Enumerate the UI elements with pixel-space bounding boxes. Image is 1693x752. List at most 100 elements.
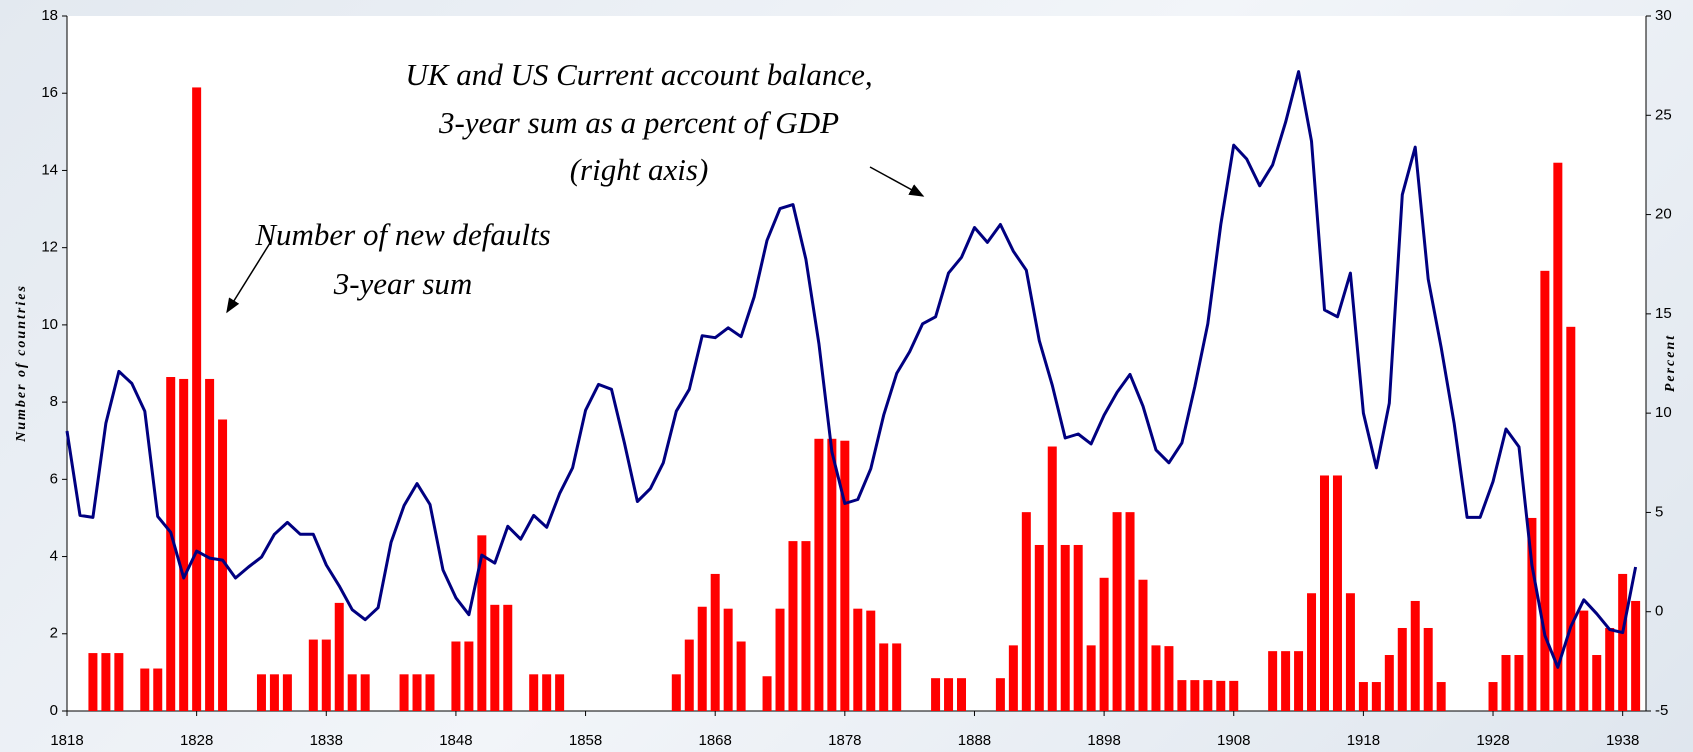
x-tick-label: 1898: [1087, 732, 1120, 749]
bar: [140, 668, 150, 711]
bar: [1138, 579, 1148, 711]
bar: [1216, 680, 1226, 711]
bar: [1540, 270, 1550, 711]
bar: [827, 438, 837, 711]
bar: [1021, 512, 1031, 711]
x-tick-label: 1918: [1347, 732, 1380, 749]
y2-tick-label: 25: [1655, 106, 1672, 123]
bar: [1592, 655, 1602, 711]
bar: [529, 674, 539, 711]
bar: [1203, 680, 1213, 711]
bar: [412, 674, 422, 711]
line: [65, 70, 1638, 669]
bar: [153, 668, 163, 711]
bar: [1332, 475, 1342, 711]
x-tick-label: 1908: [1217, 732, 1250, 749]
bar: [1618, 573, 1628, 711]
bar: [1397, 627, 1407, 711]
bar: [684, 639, 694, 711]
x-tick-label: 1838: [310, 732, 343, 749]
arrow: [869, 166, 925, 197]
bar: [1125, 512, 1135, 711]
bar: [1047, 446, 1057, 711]
bar: [1553, 162, 1563, 711]
bar: [1190, 680, 1200, 711]
bar: [1034, 544, 1044, 711]
bar: [801, 541, 811, 711]
bar: [347, 674, 357, 711]
bar: [1384, 655, 1394, 711]
x-tick-label: 1868: [699, 732, 732, 749]
bar: [399, 674, 409, 711]
y-tick-label: 12: [41, 239, 58, 256]
y-tick-label: 16: [41, 84, 58, 101]
y-tick-label: 14: [41, 161, 58, 178]
y2-tick-label: 0: [1655, 603, 1663, 620]
bar: [477, 535, 487, 711]
bar: [840, 440, 850, 711]
bar: [723, 608, 733, 711]
bar: [1294, 651, 1304, 711]
bar: [464, 641, 474, 711]
bar: [1229, 680, 1239, 711]
x-tick-label: 1818: [50, 732, 83, 749]
bar: [1177, 680, 1187, 711]
bar: [1631, 600, 1641, 711]
x-tick-label: 1888: [958, 732, 991, 749]
bar: [1566, 326, 1576, 711]
bar: [218, 419, 228, 711]
x-tick-label: 1938: [1606, 732, 1639, 749]
bar: [1151, 645, 1161, 711]
bar: [1345, 593, 1355, 711]
y2-axis-label: Percent: [1663, 334, 1678, 392]
x-tick-label: 1828: [180, 732, 213, 749]
bar: [995, 678, 1005, 711]
bar: [179, 378, 189, 711]
bar: [1281, 651, 1291, 711]
bar: [334, 602, 344, 711]
bar: [555, 674, 565, 711]
bar: [1268, 651, 1278, 711]
bar: [1410, 600, 1420, 711]
bar: [256, 674, 266, 711]
bar: [1605, 627, 1615, 711]
bar: [1371, 682, 1381, 711]
bar: [114, 653, 124, 711]
bar: [1579, 610, 1589, 711]
y-tick-label: 2: [50, 625, 58, 642]
y-axis-label: Number of countries: [14, 284, 29, 443]
bar: [1319, 475, 1329, 711]
bar: [425, 674, 435, 711]
y-tick-label: 0: [50, 702, 58, 719]
bar: [957, 678, 967, 711]
annotation: (right axis): [570, 152, 709, 187]
bar: [1488, 682, 1498, 711]
bar: [866, 610, 876, 711]
bar: [1358, 682, 1368, 711]
y2-tick-label: 5: [1655, 503, 1663, 520]
bar: [944, 678, 954, 711]
bar: [451, 641, 461, 711]
bar: [1514, 655, 1524, 711]
bar: [931, 678, 941, 711]
bar: [360, 674, 370, 711]
bar: [503, 604, 513, 711]
bar: [321, 639, 331, 711]
bar: [1086, 645, 1096, 711]
annotation: 3-year sum: [333, 266, 473, 301]
bar: [166, 377, 176, 711]
bar: [814, 438, 824, 711]
bar: [269, 674, 279, 711]
bar: [710, 573, 720, 711]
y-tick-label: 4: [50, 548, 58, 565]
y-tick-label: 8: [50, 393, 58, 410]
y2-tick-label: 15: [1655, 305, 1672, 322]
bar: [205, 378, 215, 711]
y2-tick-label: 30: [1655, 7, 1672, 24]
bar: [490, 604, 500, 711]
bar: [1501, 655, 1511, 711]
bar: [1423, 627, 1433, 711]
bar: [1008, 645, 1018, 711]
